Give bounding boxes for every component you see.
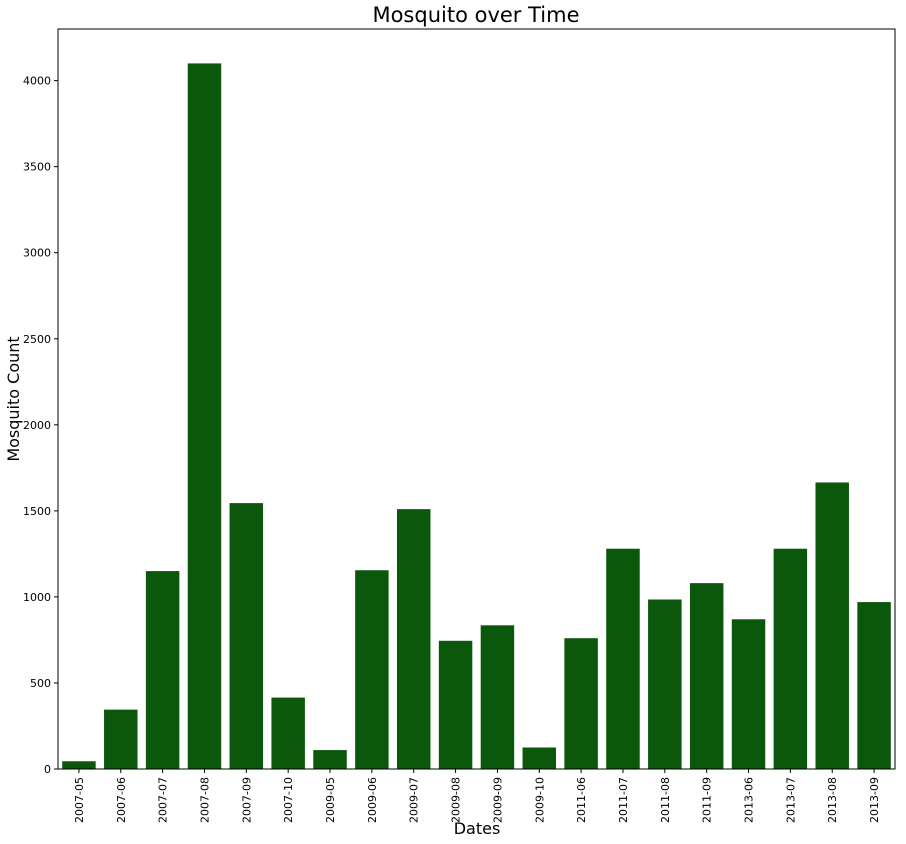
bars-group — [62, 63, 891, 770]
x-tick-label: 2011-06 — [575, 777, 588, 823]
y-tick-label: 0 — [44, 763, 51, 776]
bar-2007-08 — [187, 63, 222, 770]
chart-title: Mosquito over Time — [372, 3, 579, 27]
bar-2007-06 — [104, 709, 138, 769]
x-tick-label: 2013-09 — [868, 777, 881, 823]
bar-2011-08 — [648, 599, 682, 769]
bar-2011-06 — [564, 638, 598, 769]
y-tick-label: 3000 — [23, 247, 51, 260]
x-tick-label: 2013-07 — [784, 777, 797, 823]
y-tick-label: 2000 — [23, 419, 51, 432]
x-tick-label: 2009-07 — [408, 777, 421, 823]
x-tick-label: 2009-05 — [324, 777, 337, 823]
bar-2011-07 — [606, 548, 640, 769]
bar-2009-07 — [396, 509, 431, 769]
bar-2009-10 — [522, 747, 557, 769]
y-tick-label: 1500 — [23, 505, 51, 518]
x-tick-label: 2007-05 — [73, 777, 86, 823]
x-tick-label: 2013-06 — [743, 777, 756, 823]
bar-2009-08 — [438, 640, 473, 769]
x-tick-label: 2013-08 — [826, 777, 839, 823]
y-tick-label: 1000 — [23, 591, 51, 604]
bar-2009-09 — [480, 625, 515, 769]
x-tick-label: 2007-09 — [240, 777, 253, 823]
x-tick-label: 2007-10 — [282, 777, 295, 823]
bar-2007-07 — [145, 571, 180, 769]
x-axis-label: Dates — [454, 819, 501, 838]
x-tick-label: 2011-09 — [701, 777, 714, 823]
bar-2013-07 — [773, 548, 808, 769]
bar-2007-09 — [229, 503, 264, 769]
y-tick-label: 500 — [30, 677, 51, 690]
x-tick-label: 2007-08 — [198, 777, 211, 823]
bar-2009-06 — [355, 570, 389, 769]
bar-2011-09 — [689, 583, 724, 769]
bar-2013-06 — [731, 619, 766, 769]
x-tick-label: 2011-08 — [659, 777, 672, 823]
y-axis-label: Mosquito Count — [4, 336, 23, 461]
y-axis-ticks: 0 500 1000 1500 2000 2500 3000 3500 4000 — [23, 75, 58, 776]
plot-frame — [57, 28, 896, 770]
bar-2013-09 — [857, 602, 891, 769]
x-tick-label: 2009-06 — [366, 777, 379, 823]
x-tick-label: 2009-10 — [533, 777, 546, 823]
x-tick-label: 2009-08 — [450, 777, 463, 823]
x-tick-label: 2007-07 — [157, 777, 170, 823]
bar-2007-10 — [271, 697, 305, 769]
x-tick-label: 2011-07 — [617, 777, 630, 823]
x-tick-label: 2007-06 — [115, 777, 128, 823]
x-axis-ticks: 2007-05 2007-06 2007-07 2007-08 2007-09 2007-… — [73, 769, 881, 823]
bar-2009-05 — [313, 750, 347, 769]
bar-2013-08 — [815, 482, 849, 769]
x-tick-label: 2009-09 — [491, 777, 504, 823]
bar-2007-05 — [62, 761, 96, 769]
y-tick-label: 2500 — [23, 333, 51, 346]
y-tick-label: 3500 — [23, 161, 51, 174]
y-tick-label: 4000 — [23, 75, 51, 88]
